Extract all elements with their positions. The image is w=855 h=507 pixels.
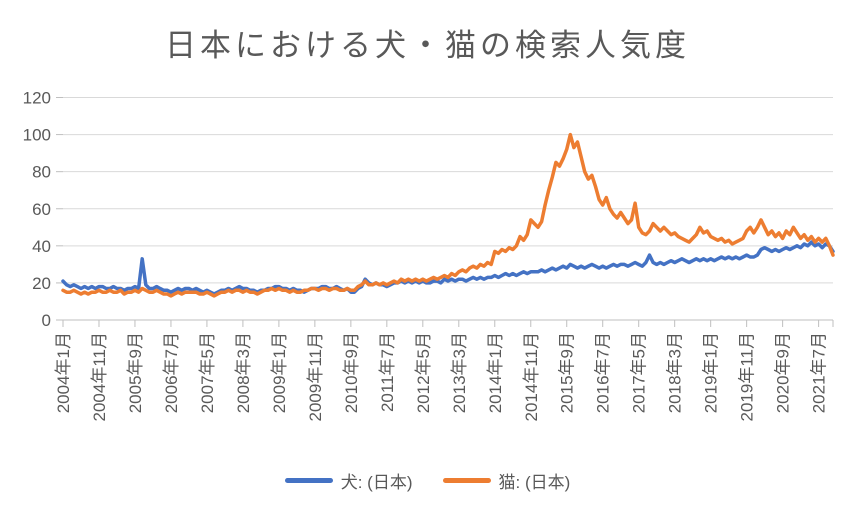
legend-item-cat: 猫: (日本) xyxy=(442,468,571,493)
x-tick-label: 2021年7月 xyxy=(810,332,829,413)
chart-legend: 犬: (日本) 猫: (日本) xyxy=(0,468,855,493)
x-tick-label: 2013年3月 xyxy=(450,332,469,413)
y-tick-label: 40 xyxy=(32,237,51,256)
x-tick-label: 2014年1月 xyxy=(486,332,505,413)
y-tick-label: 100 xyxy=(23,126,51,145)
x-tick-label: 2012年5月 xyxy=(414,332,433,413)
x-tick-label: 2005年9月 xyxy=(126,332,145,413)
legend-label-cat: 猫: (日本) xyxy=(498,473,571,492)
x-tick-label: 2019年1月 xyxy=(702,332,721,413)
chart-title: 日本における犬・猫の検索人気度 xyxy=(165,28,690,63)
x-tick-label: 2019年11月 xyxy=(738,332,757,421)
y-tick-label: 80 xyxy=(32,163,51,182)
x-tick-label: 2009年1月 xyxy=(270,332,289,413)
y-tick-label: 120 xyxy=(23,89,51,108)
cat-series-line xyxy=(61,132,835,298)
x-tick-label: 2007年5月 xyxy=(198,332,217,413)
x-tick-label: 2009年11月 xyxy=(306,332,325,421)
y-tick-label: 0 xyxy=(42,311,51,330)
legend-label-dog: 犬: (日本) xyxy=(340,473,413,492)
x-tick-label: 2006年7月 xyxy=(162,332,181,413)
x-tick-label: 2004年11月 xyxy=(90,332,109,421)
x-tick-label: 2016年7月 xyxy=(594,332,613,413)
y-tick-label: 60 xyxy=(32,200,51,219)
x-tick-label: 2020年9月 xyxy=(774,332,793,413)
x-tick-label: 2010年9月 xyxy=(342,332,361,413)
x-tick-label: 2011年7月 xyxy=(378,332,397,412)
dog-series-line xyxy=(61,240,835,296)
x-tick-label: 2017年5月 xyxy=(630,332,649,413)
cat-line-swatch xyxy=(442,478,491,483)
x-tick-label: 2008年3月 xyxy=(234,332,253,413)
legend-item-dog: 犬: (日本) xyxy=(284,468,413,493)
x-tick-label: 2018年3月 xyxy=(666,332,685,413)
x-tick-label: 2014年11月 xyxy=(522,332,541,421)
y-tick-label: 20 xyxy=(32,274,51,293)
dog-line-swatch xyxy=(284,478,333,483)
x-tick-label: 2015年9月 xyxy=(558,332,577,413)
x-tick-label: 2004年1月 xyxy=(54,332,73,413)
